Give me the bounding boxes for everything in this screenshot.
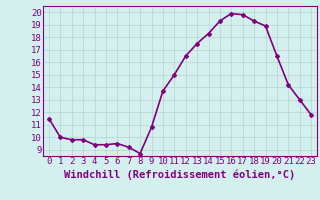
X-axis label: Windchill (Refroidissement éolien,°C): Windchill (Refroidissement éolien,°C) bbox=[64, 169, 296, 180]
